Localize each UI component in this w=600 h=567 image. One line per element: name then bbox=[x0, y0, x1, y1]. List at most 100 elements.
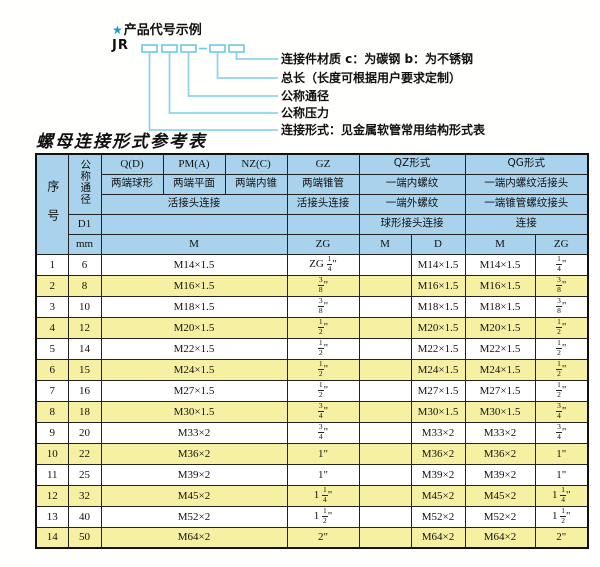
cell-qg-m: M52×2 bbox=[464, 505, 536, 528]
cell-qg-zg: 3 8 " bbox=[534, 274, 589, 297]
cell-dn: 6 bbox=[67, 253, 102, 276]
col-header-qg: QG形式 bbox=[464, 153, 589, 175]
table-header: 序号 公称通径 Q(D) PM(A) NZ(C) GZ QZ形式 QG形式 两端… bbox=[35, 153, 589, 255]
col-header-pm: PM(A) bbox=[162, 153, 226, 175]
cell-qz-d: M36×2 bbox=[410, 442, 466, 465]
cell-qg-m: M22×1.5 bbox=[464, 337, 536, 360]
cell-gz: ZG 1 4 " bbox=[286, 253, 360, 276]
unit-qg-m-cell: M bbox=[464, 233, 536, 255]
code-prefix: JR bbox=[112, 38, 129, 53]
cell-qg-zg: 1 4 " bbox=[534, 253, 589, 276]
cell-no: 10 bbox=[35, 442, 69, 465]
product-code-diagram: ★产品代号示例 JR 连接件材质 c：为碳钢 b：为不锈钢 总长（长度可根据用户… bbox=[0, 0, 600, 152]
cell-qg-zg: 3 4 " bbox=[534, 421, 589, 444]
header-row-4: D1 球形接头连接 连接 bbox=[36, 213, 589, 235]
desc-nz: 两端内锥 bbox=[224, 173, 288, 195]
star-icon: ★ bbox=[112, 23, 123, 37]
cell-dn: 22 bbox=[67, 442, 102, 465]
cell-m: M22×1.5 bbox=[100, 337, 288, 360]
cell-gz: 3 4 " bbox=[286, 421, 360, 444]
cell-gz: 3 4 " bbox=[286, 400, 360, 423]
desc-qz: 一端内螺纹 bbox=[358, 173, 466, 195]
cell-gz: 1 2 " bbox=[286, 379, 360, 402]
cell-dn: 16 bbox=[67, 379, 102, 402]
cell-qg-zg: 1 2 " bbox=[534, 358, 589, 381]
cell-dn: 14 bbox=[67, 337, 102, 360]
cell-qg-zg: 1 2 " bbox=[534, 337, 589, 360]
cell-qg-m: M14×1.5 bbox=[464, 253, 536, 276]
cell-gz: 1" bbox=[286, 463, 360, 486]
cell-qz-d: M39×2 bbox=[410, 463, 466, 486]
cell-no: 1 bbox=[35, 253, 69, 276]
label-diameter: 公称通径 bbox=[281, 89, 330, 103]
leader-line-pressure bbox=[168, 53, 278, 114]
cell-qz-d: M27×1.5 bbox=[410, 379, 466, 402]
unit-zg-cell: ZG bbox=[286, 233, 360, 255]
cell-m: M16×1.5 bbox=[100, 274, 288, 297]
code-box-4 bbox=[209, 44, 226, 53]
cell-gz: 1 2 " bbox=[286, 316, 360, 339]
cell-gz: 3 8 " bbox=[286, 295, 360, 318]
cell-dn: 15 bbox=[67, 358, 102, 381]
cell-qg-m: M20×1.5 bbox=[464, 316, 536, 339]
cell-qz-d: M14×1.5 bbox=[410, 253, 466, 276]
cell-qz-m bbox=[358, 379, 412, 402]
table-row: 6 15 M24×1.5 1 2 " M24×1.5 M24×1.5 1 2 " bbox=[35, 358, 589, 381]
cell-qz-m bbox=[358, 253, 412, 276]
cell-gz: 3 8 " bbox=[286, 274, 360, 297]
cell-gz: 1" bbox=[286, 442, 360, 465]
cell-m: M18×1.5 bbox=[100, 295, 288, 318]
unit-qz-m-cell: M bbox=[358, 233, 412, 255]
cell-qz-m bbox=[358, 463, 412, 486]
cell-m: M39×2 bbox=[100, 463, 288, 486]
cell-no: 2 bbox=[35, 274, 69, 297]
desc-qg: 一端内螺纹活接头 bbox=[464, 173, 589, 195]
cell-qz-m bbox=[358, 358, 412, 381]
cell-dn: 32 bbox=[67, 484, 102, 507]
cell-m: M64×2 bbox=[100, 526, 288, 549]
cell-dn: 25 bbox=[67, 463, 102, 486]
cell-qg-zg: 1 1 4 " bbox=[534, 484, 589, 507]
cell-qg-zg: 1 1 2 " bbox=[534, 505, 589, 528]
code-diagram-lines bbox=[141, 44, 278, 131]
empty-cell bbox=[100, 213, 288, 235]
cell-no: 5 bbox=[35, 337, 69, 360]
cell-qz-d: M16×1.5 bbox=[410, 274, 466, 297]
header-row-1: 序号 公称通径 Q(D) PM(A) NZ(C) GZ QZ形式 QG形式 bbox=[35, 153, 589, 255]
gz-row3-cell: 活接头连接 bbox=[286, 193, 360, 215]
table-row: 8 18 M30×1.5 3 4 " M30×1.5 M30×1.5 3 4 " bbox=[35, 400, 589, 423]
cell-qg-m: M18×1.5 bbox=[464, 295, 536, 318]
cell-dn: 50 bbox=[67, 526, 102, 549]
cell-m: M24×1.5 bbox=[100, 358, 288, 381]
cell-dn: 12 bbox=[67, 316, 102, 339]
cell-m: M33×2 bbox=[100, 421, 288, 444]
union-span-cell: 活接头连接 bbox=[100, 193, 288, 215]
cell-gz: 1 2 " bbox=[286, 358, 360, 381]
cell-qz-d: M24×1.5 bbox=[410, 358, 466, 381]
cell-qg-m: M64×2 bbox=[464, 526, 536, 549]
label-length: 总长（长度可根据用户要求定制） bbox=[281, 71, 462, 85]
cell-m: M30×1.5 bbox=[100, 400, 288, 423]
desc-q: 两端球形 bbox=[100, 173, 164, 195]
code-box-5 bbox=[228, 44, 245, 53]
unit-qz-d-cell: D bbox=[410, 233, 466, 255]
label-pressure: 公称压力 bbox=[281, 106, 330, 120]
cell-qg-m: M36×2 bbox=[464, 442, 536, 465]
cell-m: M14×1.5 bbox=[100, 253, 288, 276]
header-row-3: 活接头连接 活接头连接 一端外螺纹 一端锥管螺纹接头 bbox=[36, 193, 589, 215]
qg-row4-cell: 连接 bbox=[464, 213, 589, 235]
cell-qz-m bbox=[358, 400, 412, 423]
col-header-seq: 序号 bbox=[35, 153, 69, 255]
